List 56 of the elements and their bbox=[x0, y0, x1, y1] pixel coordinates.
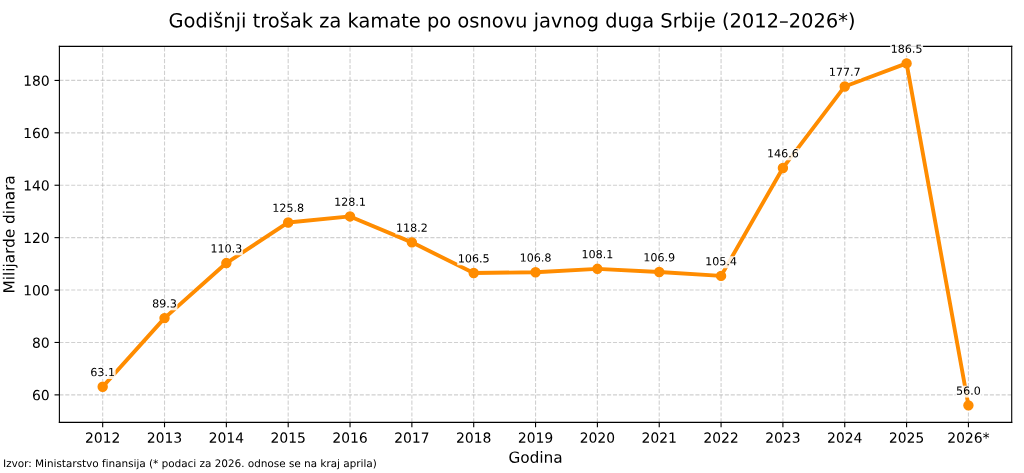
point bbox=[406, 237, 418, 248]
x-tick-label: 2021 bbox=[642, 432, 676, 443]
x-tick-label: 2019 bbox=[518, 432, 553, 443]
y-tick-label: 60 bbox=[32, 389, 49, 401]
x-tick-label: 2026* bbox=[948, 432, 990, 443]
point bbox=[901, 58, 912, 69]
point bbox=[530, 267, 541, 278]
x-tick-label: 2016 bbox=[333, 432, 367, 443]
point bbox=[282, 217, 294, 228]
point bbox=[963, 400, 974, 411]
data-label: 105.4 bbox=[706, 257, 737, 266]
point bbox=[468, 267, 479, 279]
x-tick-label: 2020 bbox=[580, 432, 615, 443]
y-tick-label: 80 bbox=[32, 337, 49, 348]
x-tick-label: 2024 bbox=[828, 432, 862, 443]
x-tick-label: 2017 bbox=[395, 432, 429, 443]
data-label: 108.1 bbox=[582, 249, 613, 259]
y-tick-label: 100 bbox=[24, 285, 49, 296]
data-label: 146.6 bbox=[768, 149, 799, 158]
data-label: 89.3 bbox=[152, 299, 176, 308]
x-tick-label: 2025 bbox=[889, 432, 924, 443]
chart-title: Godišnji trošak za kamate po osnovu javnog duga Srbije (2012–2026*) bbox=[169, 11, 854, 32]
text: Izvor: Ministarstvo finansija (* podaci za 2026. odnose se na kraj aprila) bbox=[4, 459, 376, 470]
data-label: 56.0 bbox=[956, 386, 981, 395]
x-tick-label: 2015 bbox=[271, 432, 305, 443]
x-tick-label: 2012 bbox=[86, 432, 119, 443]
x-tick-label: 2023 bbox=[766, 432, 800, 443]
x-tick-label: 2013 bbox=[147, 432, 182, 443]
data-label: 106.9 bbox=[644, 253, 675, 262]
point bbox=[592, 263, 603, 275]
point bbox=[159, 312, 170, 324]
y-axis-title: Milijarde dinara bbox=[2, 176, 18, 292]
data-label: 118.2 bbox=[397, 223, 427, 232]
data-label: 128.1 bbox=[335, 197, 365, 206]
y-tick-label: 180 bbox=[24, 75, 49, 86]
data-label: 106.5 bbox=[459, 254, 489, 263]
y-tick-label: 120 bbox=[24, 232, 49, 244]
y-tick-label: 160 bbox=[24, 127, 49, 139]
data-label: 186.5 bbox=[891, 44, 922, 53]
x-axis-title: Godina bbox=[509, 451, 562, 463]
point bbox=[715, 270, 727, 282]
point bbox=[97, 381, 108, 392]
y-tick-label: 140 bbox=[24, 180, 49, 191]
data-label: 63.1 bbox=[91, 367, 115, 377]
data-label: 125.8 bbox=[273, 203, 304, 212]
data-label: 177.7 bbox=[830, 67, 860, 76]
point bbox=[839, 81, 850, 92]
point bbox=[654, 266, 665, 278]
data-label: 110.3 bbox=[211, 244, 242, 253]
x-tick-label: 2014 bbox=[209, 432, 244, 443]
point bbox=[344, 211, 356, 222]
x-tick-label: 2022 bbox=[704, 432, 738, 443]
point bbox=[221, 257, 232, 269]
point bbox=[777, 162, 789, 174]
x-tick-label: 2018 bbox=[457, 432, 491, 443]
data-label: 106.8 bbox=[520, 253, 551, 262]
